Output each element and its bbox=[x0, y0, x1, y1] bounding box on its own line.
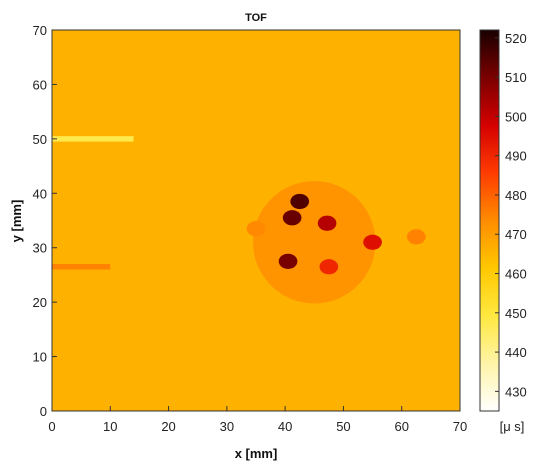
x-tick-label: 10 bbox=[103, 419, 117, 434]
x-axis-ticks: 0 10 20 30 40 50 60 70 bbox=[48, 406, 467, 434]
colorbar-gradient bbox=[479, 29, 500, 412]
defect-region bbox=[253, 181, 376, 304]
y-tick-label: 20 bbox=[33, 295, 47, 310]
tof-hotspot bbox=[406, 229, 426, 245]
y-tick-label: 40 bbox=[33, 186, 47, 201]
colorbar-tick-label: 500 bbox=[505, 109, 527, 124]
x-axis-label: x [mm] bbox=[235, 446, 278, 461]
plot-frame bbox=[51, 29, 461, 412]
x-tick-label: 60 bbox=[394, 419, 408, 434]
y-tick-label: 50 bbox=[33, 132, 47, 147]
tof-band bbox=[52, 136, 134, 142]
colorbar-tick-label: 470 bbox=[505, 227, 527, 242]
y-tick-label: 10 bbox=[33, 350, 47, 365]
x-tick-label: 70 bbox=[453, 419, 467, 434]
y-tick-label: 30 bbox=[33, 241, 47, 256]
tof-hotspot bbox=[282, 210, 302, 226]
tof-hotspot bbox=[278, 253, 298, 269]
chart-title: TOF bbox=[245, 12, 267, 24]
x-tick-label: 20 bbox=[161, 419, 175, 434]
tof-hotspot bbox=[317, 215, 337, 231]
y-tick-label: 0 bbox=[40, 404, 47, 419]
tof-band bbox=[52, 264, 111, 270]
colorbar-tick-label: 510 bbox=[505, 70, 527, 85]
colorbar-tick-label: 520 bbox=[505, 31, 527, 46]
x-tick-label: 0 bbox=[48, 419, 55, 434]
colorbar-tick-label: 480 bbox=[505, 188, 527, 203]
tof-hotspot bbox=[246, 221, 266, 237]
colorbar-ticks: 430 440 450 460 470 480 490 500 510 520 bbox=[495, 31, 527, 399]
x-tick-label: 40 bbox=[278, 419, 292, 434]
heatmap-background bbox=[52, 30, 460, 411]
x-tick-label: 50 bbox=[336, 419, 350, 434]
colorbar-tick-label: 440 bbox=[505, 345, 527, 360]
tof-hotspot bbox=[319, 259, 339, 275]
x-tick-label: 30 bbox=[220, 419, 234, 434]
colorbar-tick-label: 430 bbox=[505, 384, 527, 399]
y-tick-label: 70 bbox=[33, 23, 47, 38]
colorbar-tick-label: 490 bbox=[505, 149, 527, 164]
y-tick-label: 60 bbox=[33, 77, 47, 92]
colorbar-label: [μ s] bbox=[500, 419, 525, 434]
heatmap-plot-area bbox=[52, 30, 460, 411]
y-axis-ticks: 0 10 20 30 40 50 60 70 bbox=[33, 23, 57, 419]
colorbar-tick-label: 450 bbox=[505, 306, 527, 321]
tof-hotspot bbox=[363, 234, 382, 250]
colorbar-tick-label: 460 bbox=[505, 267, 527, 282]
y-axis-label: y [mm] bbox=[9, 200, 24, 243]
tof-hotspot bbox=[290, 193, 310, 210]
